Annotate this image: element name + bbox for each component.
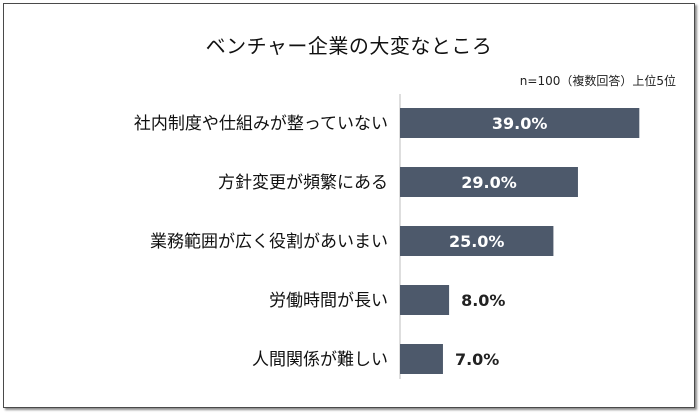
value-label: 7.0% — [455, 350, 499, 369]
value-label: 39.0% — [492, 114, 548, 133]
bar — [400, 108, 640, 138]
value-label: 25.0% — [449, 232, 505, 251]
value-label: 29.0% — [461, 173, 517, 192]
bar — [400, 344, 443, 374]
chart-title: ベンチャー企業の大変なところ — [205, 34, 493, 58]
value-label: 8.0% — [461, 291, 505, 310]
category-label: 方針変更が頻繁にある — [218, 173, 388, 193]
bar — [400, 226, 554, 256]
category-label: 労働時間が長い — [269, 291, 388, 311]
chart-subtitle: n=100（複数回答）上位5位 — [519, 74, 676, 88]
category-label: 社内制度や仕組みが整っていない — [134, 114, 388, 134]
bar-chart-plot: 社内制度や仕組みが整っていない 39.0% 方針変更が頻繁にある 29.0% 業務範囲が… — [134, 94, 640, 379]
bar — [400, 167, 578, 197]
category-label: 人間関係が難しい — [252, 350, 388, 370]
chart-frame: ベンチャー企業の大変なところ n=100（複数回答）上位5位 社内制度や仕組みが… — [3, 3, 695, 408]
category-label: 業務範囲が広く役割があいまい — [150, 232, 388, 252]
bar — [400, 285, 450, 315]
